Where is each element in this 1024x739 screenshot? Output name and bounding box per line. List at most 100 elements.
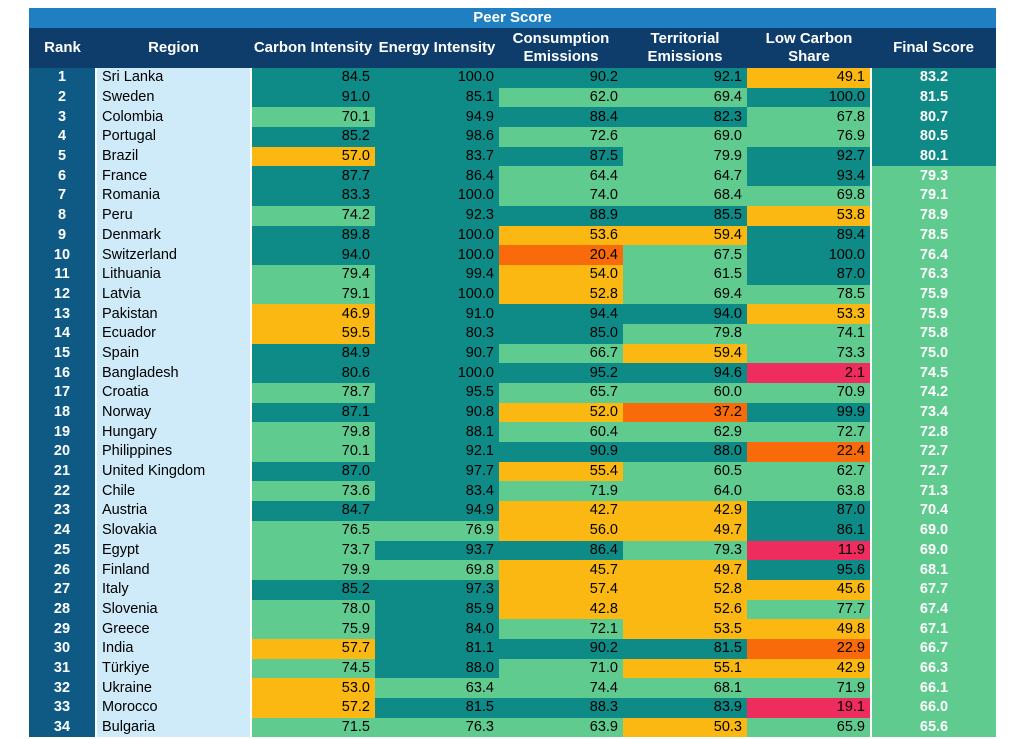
- carbon-intensity-cell: 70.1: [250, 107, 375, 128]
- low-carbon-share-cell: 77.7: [747, 599, 871, 620]
- low-carbon-share-cell: 11.9: [747, 540, 871, 561]
- final-score-cell: 83.2: [870, 68, 996, 88]
- final-score-cell: 67.4: [870, 599, 996, 620]
- territorial-emissions-cell: 69.4: [623, 87, 747, 108]
- energy-intensity-cell: 76.9: [375, 520, 499, 541]
- low-carbon-share-cell: 89.4: [747, 225, 871, 246]
- energy-intensity-cell: 86.4: [375, 166, 499, 187]
- carbon-intensity-cell: 83.3: [250, 186, 375, 206]
- energy-intensity-cell: 88.1: [375, 422, 499, 443]
- final-score-cell: 74.5: [870, 363, 996, 383]
- low-carbon-share-cell: 74.1: [747, 323, 871, 344]
- energy-intensity-cell: 97.3: [375, 579, 499, 600]
- carbon-intensity-cell: 53.0: [250, 678, 375, 698]
- energy-intensity-cell: 94.9: [375, 107, 499, 128]
- rank-cell: 18: [29, 402, 96, 423]
- rank-cell: 12: [29, 284, 96, 305]
- territorial-emissions-cell: 49.7: [623, 520, 747, 541]
- table-row: 9 Denmark 89.8 100.0 53.6 59.4 89.4 78.5: [29, 225, 996, 246]
- region-cell: Hungary: [95, 422, 251, 443]
- consumption-emissions-cell: 57.4: [499, 579, 623, 600]
- low-carbon-share-cell: 67.8: [747, 107, 871, 128]
- low-carbon-share-cell: 22.4: [747, 442, 871, 462]
- consumption-emissions-cell: 85.0: [499, 323, 623, 344]
- table-row: 21 United Kingdom 87.0 97.7 55.4 60.5 62.7 72.7: [29, 461, 996, 482]
- low-carbon-share-cell: 71.9: [747, 678, 871, 698]
- table-body: 1 Sri Lanka 84.5 100.0 90.2 92.1 49.1 83.2 2 Swed…: [29, 68, 996, 738]
- consumption-emissions-cell: 53.6: [499, 225, 623, 246]
- territorial-emissions-cell: 68.4: [623, 186, 747, 206]
- table-row: 27 Italy 85.2 97.3 57.4 52.8 45.6 67.7: [29, 579, 996, 600]
- energy-intensity-cell: 91.0: [375, 304, 499, 324]
- territorial-emissions-cell: 64.0: [623, 481, 747, 502]
- low-carbon-share-cell: 99.9: [747, 402, 871, 423]
- rank-cell: 3: [29, 107, 96, 128]
- region-cell: Finland: [95, 560, 251, 580]
- final-score-cell: 72.7: [870, 442, 996, 462]
- final-score-cell: 78.5: [870, 225, 996, 246]
- column-header-territorial-emissions: Territorial Emissions: [647, 30, 723, 65]
- low-carbon-share-cell: 19.1: [747, 698, 871, 718]
- table-row: 33 Morocco 57.2 81.5 88.3 83.9 19.1 66.0: [29, 698, 996, 718]
- column-header-region: Region: [148, 39, 199, 56]
- column-header-carbon-intensity: Carbon Intensity: [253, 39, 373, 56]
- final-score-cell: 80.1: [870, 146, 996, 167]
- carbon-intensity-cell: 87.7: [250, 166, 375, 187]
- low-carbon-share-cell: 65.9: [747, 717, 871, 738]
- consumption-emissions-cell: 88.9: [499, 205, 623, 226]
- final-score-cell: 71.3: [870, 481, 996, 502]
- table-row: 12 Latvia 79.1 100.0 52.8 69.4 78.5 75.9: [29, 284, 996, 305]
- table-row: 20 Philippines 70.1 92.1 90.9 88.0 22.4 72.7: [29, 442, 996, 462]
- region-cell: Latvia: [95, 284, 251, 305]
- consumption-emissions-cell: 74.0: [499, 186, 623, 206]
- rank-cell: 30: [29, 638, 96, 659]
- table-row: 1 Sri Lanka 84.5 100.0 90.2 92.1 49.1 83.2: [29, 68, 996, 88]
- final-score-cell: 81.5: [870, 87, 996, 108]
- energy-intensity-cell: 94.9: [375, 501, 499, 521]
- table-row: 24 Slovakia 76.5 76.9 56.0 49.7 86.1 69.0: [29, 520, 996, 541]
- rank-cell: 1: [29, 68, 96, 88]
- carbon-intensity-cell: 87.1: [250, 402, 375, 423]
- rank-cell: 15: [29, 343, 96, 364]
- carbon-intensity-cell: 84.9: [250, 343, 375, 364]
- final-score-cell: 79.1: [870, 186, 996, 206]
- region-cell: India: [95, 638, 251, 659]
- low-carbon-share-cell: 70.9: [747, 383, 871, 403]
- energy-intensity-cell: 100.0: [375, 225, 499, 246]
- rank-cell: 21: [29, 461, 96, 482]
- final-score-cell: 65.6: [870, 717, 996, 738]
- region-cell: Lithuania: [95, 264, 251, 285]
- consumption-emissions-cell: 63.9: [499, 717, 623, 738]
- table-row: 26 Finland 79.9 69.8 45.7 49.7 95.6 68.1: [29, 560, 996, 580]
- table-row: 31 Türkiye 74.5 88.0 71.0 55.1 42.9 66.3: [29, 658, 996, 679]
- final-score-cell: 75.9: [870, 284, 996, 305]
- low-carbon-share-cell: 87.0: [747, 264, 871, 285]
- low-carbon-share-cell: 100.0: [747, 245, 871, 265]
- consumption-emissions-cell: 54.0: [499, 264, 623, 285]
- table-row: 3 Colombia 70.1 94.9 88.4 82.3 67.8 80.7: [29, 107, 996, 128]
- table-row: 14 Ecuador 59.5 80.3 85.0 79.8 74.1 75.8: [29, 323, 996, 344]
- territorial-emissions-cell: 53.5: [623, 619, 747, 639]
- territorial-emissions-cell: 82.3: [623, 107, 747, 128]
- energy-intensity-cell: 83.4: [375, 481, 499, 502]
- table-row: 34 Bulgaria 71.5 76.3 63.9 50.3 65.9 65.6: [29, 717, 996, 738]
- rank-cell: 5: [29, 146, 96, 167]
- table-row: 8 Peru 74.2 92.3 88.9 85.5 53.8 78.9: [29, 205, 996, 226]
- column-header-final-score: Final Score: [893, 39, 974, 56]
- rank-cell: 31: [29, 658, 96, 679]
- low-carbon-share-cell: 76.9: [747, 127, 871, 147]
- territorial-emissions-cell: 62.9: [623, 422, 747, 443]
- final-score-cell: 69.0: [870, 520, 996, 541]
- energy-intensity-cell: 81.5: [375, 698, 499, 718]
- energy-intensity-cell: 88.0: [375, 658, 499, 679]
- carbon-intensity-cell: 70.1: [250, 442, 375, 462]
- region-cell: Pakistan: [95, 304, 251, 324]
- rank-cell: 32: [29, 678, 96, 698]
- region-cell: Egypt: [95, 540, 251, 561]
- territorial-emissions-cell: 59.4: [623, 343, 747, 364]
- final-score-cell: 80.5: [870, 127, 996, 147]
- rank-cell: 34: [29, 717, 96, 738]
- table-row: 6 France 87.7 86.4 64.4 64.7 93.4 79.3: [29, 166, 996, 187]
- consumption-emissions-cell: 72.6: [499, 127, 623, 147]
- energy-intensity-cell: 76.3: [375, 717, 499, 738]
